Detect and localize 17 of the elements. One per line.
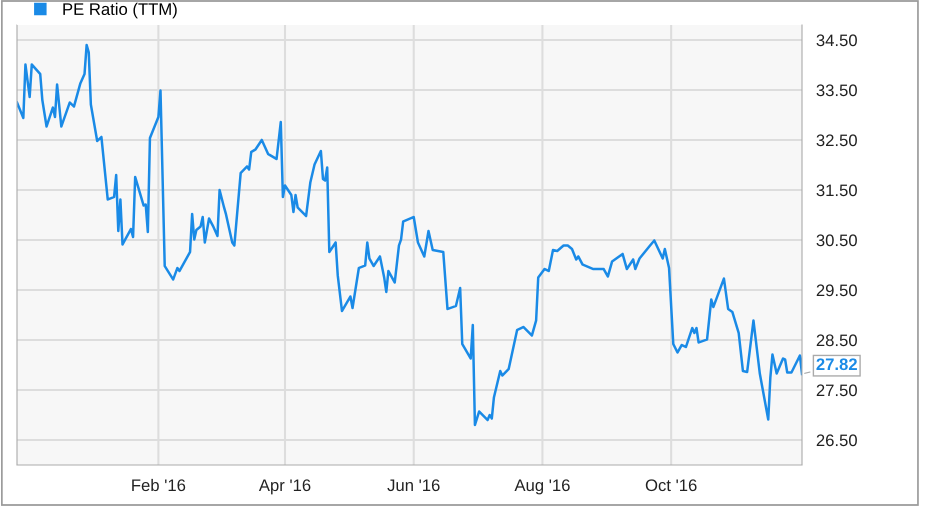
y-tick-label: 34.50 bbox=[816, 34, 857, 46]
x-tick-label: Feb '16 bbox=[132, 478, 186, 492]
x-tick-label: Oct '16 bbox=[646, 479, 697, 492]
legend-label: PE Ratio (TTM) bbox=[63, 2, 177, 18]
y-tick-label: 32.50 bbox=[816, 134, 857, 146]
y-tick-label: 29.50 bbox=[816, 284, 857, 296]
y-tick-label: 26.50 bbox=[816, 434, 857, 446]
y-tick-label: 30.50 bbox=[816, 234, 857, 246]
y-tick-label: 31.50 bbox=[816, 184, 857, 196]
y-tick-label: 33.50 bbox=[816, 84, 857, 96]
line-series bbox=[17, 44, 802, 426]
x-tick-label: Aug '16 bbox=[514, 479, 570, 494]
y-tick-label: 27.50 bbox=[816, 384, 857, 396]
y-tick-label: 28.50 bbox=[816, 334, 857, 346]
annotation: 27.82 bbox=[816, 358, 857, 370]
x-tick-label: Apr '16 bbox=[258, 479, 310, 494]
x-tick-label: Jun '16 bbox=[387, 479, 440, 492]
